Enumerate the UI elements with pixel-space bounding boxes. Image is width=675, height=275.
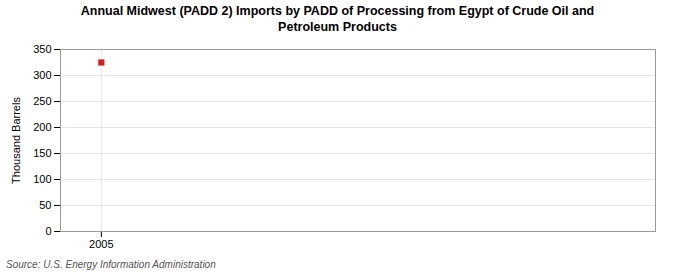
svg-text:Thousand Barrels: Thousand Barrels [10,97,22,184]
html-text:Annual Midwest (PADD 2) Import: Annual Midwest (PADD 2) Imports by PADD … [80,4,595,34]
html-text:Source: U.S. Energy Informatio: Source: U.S. Energy Information Administ… [6,259,216,271]
svg-text:350: 350 [33,43,51,55]
svg-text:50: 50 [39,199,51,211]
svg-text:200: 200 [33,121,51,133]
svg-text:300: 300 [33,69,51,81]
svg-text:0: 0 [45,225,51,237]
svg-text:2005: 2005 [89,239,113,251]
svg-text:250: 250 [33,95,51,107]
svg-text:150: 150 [33,147,51,159]
svg-text:100: 100 [33,173,51,185]
